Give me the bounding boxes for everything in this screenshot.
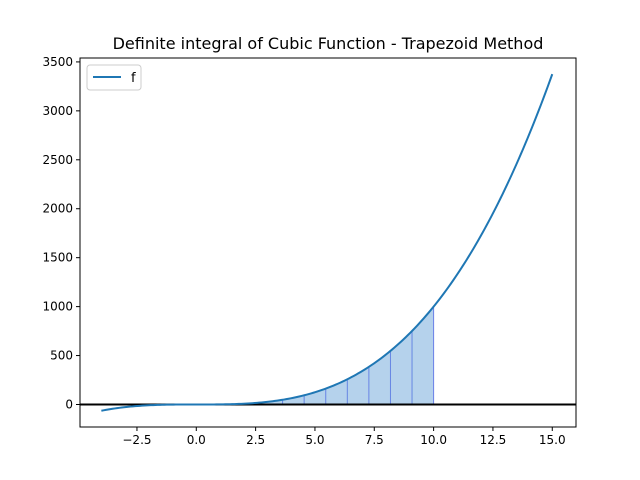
x-tick-label: 15.0 [539,433,566,447]
legend: f [86,64,142,91]
x-tick-label: 10.0 [420,433,447,447]
y-tick-label: 2500 [42,153,73,167]
y-tick-label: 2000 [42,202,73,216]
trapezoid-10 [412,306,434,405]
trapezoid-5 [304,388,326,405]
y-tick-label: 500 [50,349,73,363]
x-tick-label: 0.0 [187,433,206,447]
plot-area [80,73,576,412]
series-line-f [101,73,554,412]
x-tick-label: 7.5 [365,433,384,447]
chart-title: Definite integral of Cubic Function - Tr… [113,34,544,53]
trapezoid-6 [325,379,348,405]
y-tick-label: 0 [65,397,73,411]
x-tick-label: 5.0 [305,433,324,447]
x-tick-label: 12.5 [480,433,507,447]
y-tick-label: 3000 [42,104,73,118]
y-tick-label: 1500 [42,251,73,265]
trapezoid-9 [390,330,413,405]
axis-ticks: −2.5 0.0 2.5 5.0 7.5 10.0 12.5 15.0 0 500 1000 1500… [42,55,565,447]
y-tick-label: 3500 [42,55,73,69]
x-tick-label: 2.5 [246,433,265,447]
y-tick-label: 1000 [42,300,73,314]
axes-frame [79,57,577,428]
x-tick-label: −2.5 [122,433,151,447]
legend-label-f: f [131,71,136,86]
